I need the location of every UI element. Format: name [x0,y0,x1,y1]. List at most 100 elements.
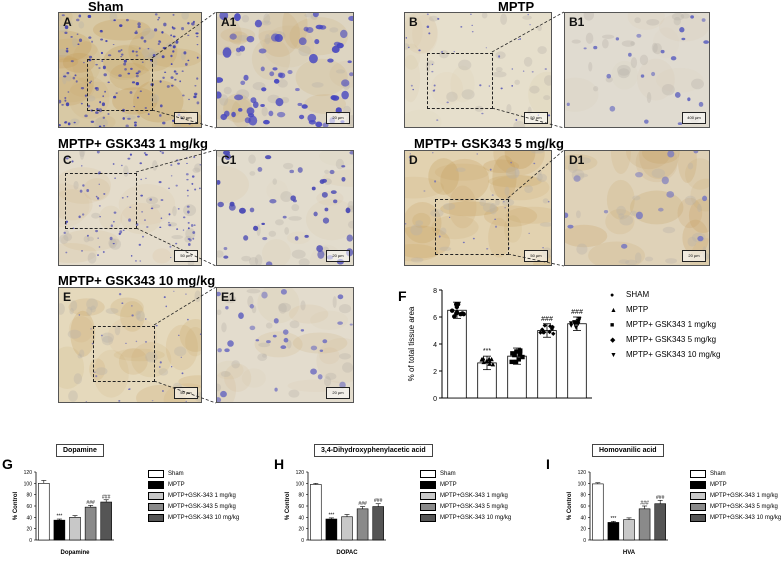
zoom-region-E [93,326,155,382]
chart-G-bar [53,519,66,541]
box-title-G: Dopamine [56,444,104,457]
legend-H-item: MPTP [420,481,457,489]
scalebar-B1: 400 µm [682,112,706,124]
chart-G-xlabel: Dopamine [60,550,90,556]
chart-F-point [573,325,579,330]
micrograph-D: D 50 µm [404,150,552,266]
chart-F-point [574,320,579,326]
chart-F-point [460,311,465,316]
chart-I-bar [654,503,666,541]
chart-G-ytick-label: 80 [26,493,32,499]
legend-swatch-icon [420,470,436,478]
legend-H-item: MPTP+GSK-343 5 mg/kg [420,503,508,511]
chart-I-ytick-label: 0 [583,538,586,544]
chart-G-ytick-label: 60 [26,504,32,510]
panel-label-C1: C1 [221,153,237,167]
zoom-region-B [427,53,493,109]
legend-swatch-icon [690,470,706,478]
title-gsk1: MPTP+ GSK343 1 mg/kg [58,136,208,151]
legend-I-item: Sham [690,470,726,478]
chart-I: 0 20 40 60 80 100 120 % Control HVA *** ### ### [567,470,668,556]
chart-I-ytick-label: 120 [578,470,587,476]
title-gsk5: MPTP+ GSK343 5 mg/kg [414,136,564,151]
legend-G: Sham MPTP MPTP+GSK-343 1 mg/kg MPTP+GSK-343… [148,470,272,530]
chart-F-bar [567,323,587,399]
legend-H: Sham MPTP MPTP+GSK-343 1 mg/kg MPTP+GSK-343… [420,470,544,530]
square-marker-icon: ■ [610,322,615,329]
chart-F-point [484,358,489,363]
chart-H-ytick-label: 20 [298,527,304,533]
chart-F-point [547,329,552,335]
legend-swatch-icon [690,503,706,511]
chart-F-point [487,361,492,366]
legend-swatch-icon [420,492,436,500]
legend-swatch-icon [690,514,706,522]
chart-H-bar [310,484,322,541]
chart-F-point [509,359,514,365]
chart-G-ytick-label: 100 [24,481,33,487]
scalebar-E: 50 µm [174,387,198,399]
scalebar-B: 50 µm [524,112,548,124]
legend-G-label: MPTP+GSK-343 10 mg/kg [168,515,240,521]
scalebar-E1: 20 µm [326,387,350,399]
chart-F: 0 2 4 6 8 % of total tissue area *** ### ### [407,288,592,403]
micrograph-E1-image [217,288,353,402]
chart-H: 0 20 40 60 80 100 120 % Control DOPAC *** ### ### [285,470,386,556]
chart-I-annotation: *** [610,516,616,522]
legend-swatch-icon [420,514,436,522]
legend-I-label: MPTP [710,482,727,488]
chart-I-ytick-label: 100 [578,481,587,487]
legend-H-label: MPTP+GSK-343 10 mg/kg [440,515,512,521]
panel-label-E1: E1 [221,290,236,304]
chart-F-annotation: ### [571,309,583,316]
circle-marker-icon: ● [610,292,615,299]
legend-F-label: MPTP+ GSK343 5 mg/kg [626,335,717,344]
legend-G-item: Sham [148,470,184,478]
scalebar-D: 50 µm [524,250,548,262]
zoom-region-C [65,173,137,229]
chart-G-bar [38,483,50,541]
micrograph-B1: B1 400 µm [564,12,710,128]
legend-I: Sham MPTP MPTP+GSK-343 1 mg/kg MPTP+GSK-343… [690,470,784,530]
chart-F-point [516,357,521,362]
legend-G-item: MPTP [148,481,185,489]
panel-letter-G: G [2,456,13,472]
panel-letter-I: I [546,456,550,472]
chart-F-point [540,327,545,332]
chart-F-point [481,359,486,365]
legend-F-item: ▲ MPTP [610,305,648,314]
chart-F-point [577,316,582,322]
chart-G-ylabel: % Control [13,492,19,521]
panel-label-B: B [409,15,418,29]
legend-H-item: MPTP+GSK-343 10 mg/kg [420,514,511,522]
chart-H-bar [325,518,338,541]
legend-G-item: MPTP+GSK-343 1 mg/kg [148,492,236,500]
chart-I-annotation: ### [656,495,665,501]
chart-H-ytick-label: 60 [298,504,304,510]
chart-G-bar [100,501,112,541]
legend-G-item: MPTP+GSK-343 10 mg/kg [148,514,239,522]
legend-I-label: MPTP+GSK-343 5 mg/kg [710,504,778,510]
chart-F-point [449,308,455,313]
panel-label-E: E [63,290,72,304]
chart-I-bar [592,483,604,541]
legend-F-label: MPTP+ GSK343 10 mg/kg [626,350,721,359]
legend-F-label: MPTP [626,305,649,314]
legend-H-label: MPTP [440,482,457,488]
legend-I-item: MPTP+GSK-343 10 mg/kg [690,514,781,522]
chart-I-ylabel: % Control [567,492,573,521]
panel-letter-F: F [398,288,407,304]
chart-G: 0 20 40 60 80 100 120 % Control Dopamine *** ### ##… [13,470,114,556]
chart-F-ytick-label: 6 [433,315,437,322]
legend-swatch-icon [148,481,164,489]
chart-F-point [520,354,525,360]
box-title-I: Homovanilic acid [592,444,664,457]
chart-F-point [514,349,519,354]
zoom-region-A [87,59,153,111]
panel-label-B1: B1 [569,15,585,29]
legend-G-label: MPTP+GSK-343 5 mg/kg [168,504,236,510]
micrograph-E: E 50 µm [58,287,202,403]
legend-swatch-icon [690,492,706,500]
scalebar-A: 50 µm [174,112,198,124]
chart-H-annotation: ### [358,501,367,507]
